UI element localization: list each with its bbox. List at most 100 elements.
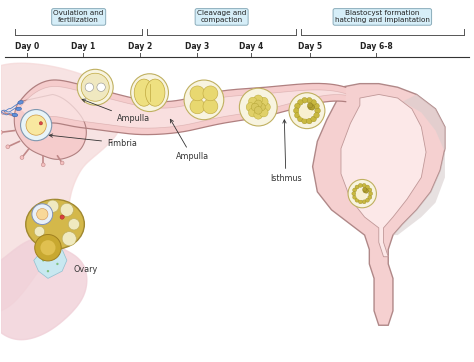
Text: Day 1: Day 1 <box>71 42 96 51</box>
Ellipse shape <box>314 103 319 109</box>
Ellipse shape <box>356 189 366 200</box>
Ellipse shape <box>302 97 307 103</box>
Ellipse shape <box>33 206 48 221</box>
Ellipse shape <box>365 189 368 193</box>
Ellipse shape <box>365 185 369 189</box>
Polygon shape <box>34 242 67 278</box>
Polygon shape <box>0 239 87 340</box>
Ellipse shape <box>1 111 5 114</box>
Ellipse shape <box>294 103 300 109</box>
Polygon shape <box>341 94 426 257</box>
Ellipse shape <box>358 200 362 204</box>
Polygon shape <box>393 94 445 235</box>
Ellipse shape <box>85 83 93 92</box>
Ellipse shape <box>239 88 277 126</box>
Ellipse shape <box>46 200 59 212</box>
Ellipse shape <box>355 185 359 189</box>
Ellipse shape <box>348 180 376 208</box>
Ellipse shape <box>12 113 18 117</box>
Ellipse shape <box>190 99 205 114</box>
Ellipse shape <box>184 80 224 120</box>
Ellipse shape <box>203 86 218 101</box>
Ellipse shape <box>39 122 43 125</box>
Ellipse shape <box>251 103 259 111</box>
Ellipse shape <box>52 252 54 254</box>
Text: Ovary: Ovary <box>74 265 98 274</box>
Ellipse shape <box>26 199 84 249</box>
Ellipse shape <box>311 100 316 105</box>
Ellipse shape <box>60 203 73 216</box>
Ellipse shape <box>16 107 21 110</box>
Ellipse shape <box>0 130 2 134</box>
Polygon shape <box>0 63 122 311</box>
Text: Day 3: Day 3 <box>185 42 209 51</box>
Ellipse shape <box>18 101 23 104</box>
Ellipse shape <box>368 195 372 199</box>
Ellipse shape <box>20 110 52 141</box>
Ellipse shape <box>314 113 319 118</box>
Ellipse shape <box>44 236 56 248</box>
Ellipse shape <box>369 191 373 195</box>
Text: Blastocyst formation
hatching and implantation: Blastocyst formation hatching and implan… <box>335 10 430 24</box>
Ellipse shape <box>353 188 356 192</box>
Ellipse shape <box>362 184 366 188</box>
Ellipse shape <box>35 235 61 261</box>
Polygon shape <box>313 84 445 325</box>
Ellipse shape <box>60 215 64 219</box>
Polygon shape <box>14 94 86 159</box>
Ellipse shape <box>298 116 303 122</box>
Ellipse shape <box>81 73 109 101</box>
Polygon shape <box>19 87 346 128</box>
Text: Isthmus: Isthmus <box>270 120 302 183</box>
Ellipse shape <box>41 163 45 167</box>
Ellipse shape <box>352 191 356 195</box>
Ellipse shape <box>307 118 312 124</box>
Ellipse shape <box>6 145 9 149</box>
Ellipse shape <box>246 103 255 111</box>
Ellipse shape <box>358 184 362 188</box>
Text: Ampulla: Ampulla <box>82 99 150 123</box>
Text: Ampulla: Ampulla <box>170 119 209 161</box>
Ellipse shape <box>259 108 268 117</box>
Ellipse shape <box>26 115 46 135</box>
Ellipse shape <box>60 161 64 165</box>
Ellipse shape <box>190 86 205 101</box>
Text: Cleavage and
compaction: Cleavage and compaction <box>197 10 246 24</box>
Text: Day 4: Day 4 <box>239 42 263 51</box>
Ellipse shape <box>203 99 218 114</box>
Ellipse shape <box>62 232 76 246</box>
Ellipse shape <box>258 103 265 111</box>
Text: Day 0: Day 0 <box>15 42 39 51</box>
Ellipse shape <box>362 200 366 204</box>
Ellipse shape <box>262 103 270 111</box>
Ellipse shape <box>32 204 53 224</box>
Ellipse shape <box>307 97 312 103</box>
Ellipse shape <box>20 156 24 159</box>
Ellipse shape <box>255 100 262 108</box>
Text: Day 2: Day 2 <box>128 42 152 51</box>
Ellipse shape <box>299 105 312 119</box>
Text: Ovulation and
fertilization: Ovulation and fertilization <box>54 10 104 24</box>
Ellipse shape <box>77 69 113 105</box>
Ellipse shape <box>310 105 315 110</box>
Ellipse shape <box>131 74 168 111</box>
Ellipse shape <box>368 188 372 192</box>
Ellipse shape <box>289 93 325 129</box>
Ellipse shape <box>298 100 303 105</box>
Ellipse shape <box>47 270 49 272</box>
Ellipse shape <box>308 104 314 110</box>
Ellipse shape <box>248 108 257 117</box>
Ellipse shape <box>365 198 369 202</box>
Ellipse shape <box>363 188 368 193</box>
Ellipse shape <box>36 209 48 220</box>
Ellipse shape <box>146 79 165 106</box>
Ellipse shape <box>40 240 55 255</box>
Ellipse shape <box>254 95 263 104</box>
Polygon shape <box>19 80 346 135</box>
Ellipse shape <box>134 79 154 106</box>
Ellipse shape <box>248 97 257 106</box>
Ellipse shape <box>294 113 300 118</box>
Ellipse shape <box>363 188 367 191</box>
Ellipse shape <box>355 198 359 202</box>
Ellipse shape <box>308 103 312 108</box>
